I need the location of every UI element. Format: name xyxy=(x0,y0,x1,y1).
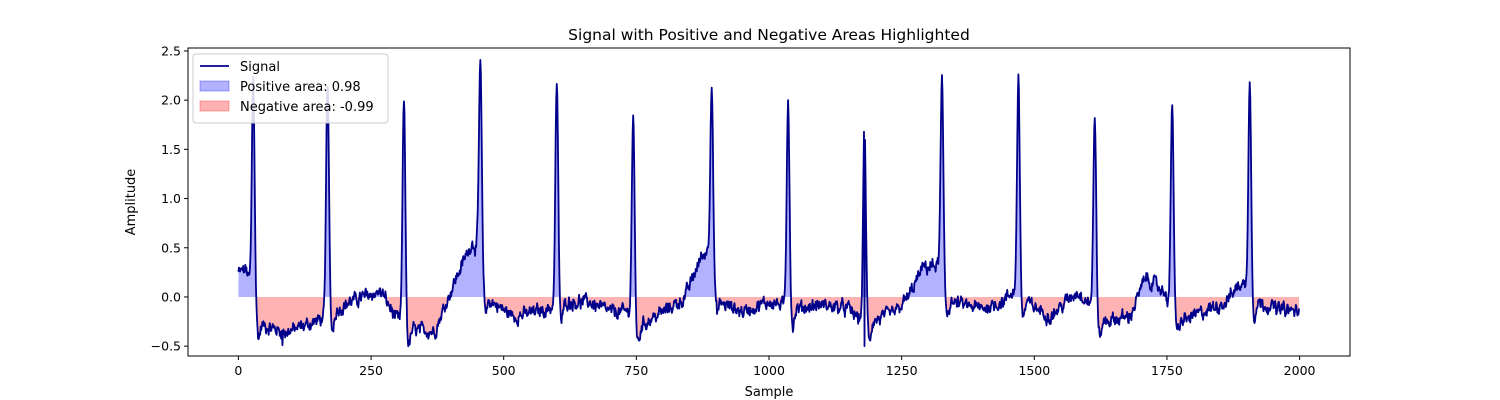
legend-negative-swatch xyxy=(199,100,230,112)
chart-title: Signal with Positive and Negative Areas … xyxy=(568,26,970,44)
x-axis-label: Sample xyxy=(745,385,794,400)
y-tick-label: 1.5 xyxy=(161,142,181,157)
y-axis: −0.5 0.0 0.5 1.0 1.5 2.0 2.5 xyxy=(151,43,188,354)
y-tick-label: 2.0 xyxy=(161,93,181,108)
y-tick-label: 0.0 xyxy=(161,289,181,304)
y-axis-label: Amplitude xyxy=(124,169,139,236)
legend-positive-label: Positive area: 0.98 xyxy=(240,80,361,95)
legend: Signal Positive area: 0.98 Negative area… xyxy=(192,53,389,124)
x-tick-label: 2000 xyxy=(1284,363,1316,378)
x-tick-label: 750 xyxy=(624,363,648,378)
x-tick-label: 500 xyxy=(492,363,516,378)
x-tick-label: 0 xyxy=(234,363,242,378)
legend-box xyxy=(192,53,389,124)
x-tick-label: 1500 xyxy=(1018,363,1050,378)
signal-line xyxy=(237,58,1300,348)
x-tick-label: 1750 xyxy=(1151,363,1183,378)
y-tick-label: 1.0 xyxy=(161,191,181,206)
y-tick-label: 0.5 xyxy=(161,240,181,255)
x-tick-label: 250 xyxy=(359,363,383,378)
x-tick-label: 1000 xyxy=(753,363,785,378)
legend-signal-label: Signal xyxy=(240,60,280,75)
legend-positive-swatch xyxy=(199,80,230,92)
y-tick-label: 2.5 xyxy=(161,43,181,58)
legend-negative-label: Negative area: -0.99 xyxy=(240,100,374,115)
x-axis: 0 250 500 750 1000 1250 1500 1750 2000 xyxy=(234,356,1316,378)
x-tick-label: 1250 xyxy=(886,363,918,378)
y-tick-label: −0.5 xyxy=(151,339,181,354)
